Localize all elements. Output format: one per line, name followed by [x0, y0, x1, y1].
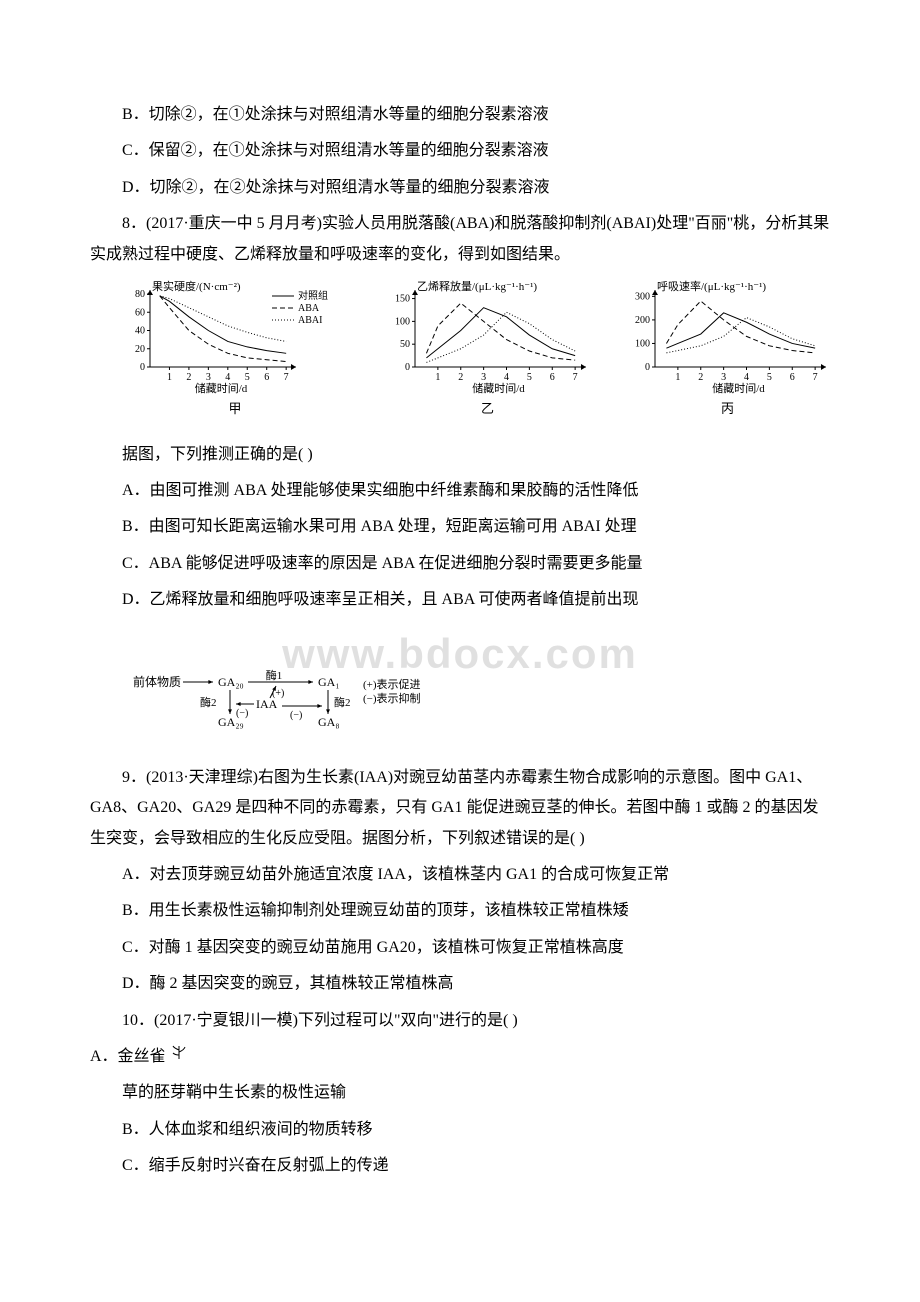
svg-text:4: 4 [225, 372, 230, 383]
svg-text:4: 4 [744, 372, 749, 383]
svg-text:储藏时间/d: 储藏时间/d [195, 381, 248, 395]
svg-text:(−): (−) [290, 710, 302, 721]
svg-text:2: 2 [458, 372, 463, 383]
svg-text:100: 100 [635, 338, 650, 349]
svg-text:(+): (+) [272, 688, 284, 699]
svg-text:1: 1 [675, 372, 680, 383]
q9-stem: 9．(2013·天津理综)右图为生长素(IAA)对豌豆幼苗茎内赤霉素生物合成影响… [90, 763, 830, 854]
svg-text:20: 20 [135, 344, 145, 355]
svg-text:0: 0 [140, 362, 145, 373]
option-c-prev: C．保留②，在①处涂抹与对照组清水等量的细胞分裂素溶液 [90, 136, 830, 166]
svg-text:60: 60 [135, 307, 145, 318]
svg-text:80: 80 [135, 289, 145, 300]
svg-text:GA₂₀: GA₂₀ [218, 675, 244, 689]
svg-text:(−): (−) [236, 708, 248, 719]
svg-text:7: 7 [284, 372, 289, 383]
q9-a: A．对去顶芽豌豆幼苗外施适宜浓度 IAA，该植株茎内 GA1 的合成可恢复正常 [90, 860, 830, 890]
option-b-prev: B．切除②，在①处涂抹与对照组清水等量的细胞分裂素溶液 [90, 100, 830, 130]
svg-text:5: 5 [527, 372, 532, 383]
svg-text:0: 0 [645, 362, 650, 373]
svg-text:(−)表示抑制: (−)表示抑制 [363, 691, 421, 705]
svg-text:ABA: ABA [298, 303, 320, 314]
svg-text:7: 7 [573, 372, 578, 383]
svg-text:2: 2 [186, 372, 191, 383]
svg-text:5: 5 [245, 372, 250, 383]
chart-jia-svg: 0204060801234567果实硬度/(N·cm⁻²)储藏时间/d对照组AB… [120, 280, 350, 395]
svg-text:呼吸速率/(μL·kg⁻¹·h⁻¹): 呼吸速率/(μL·kg⁻¹·h⁻¹) [657, 280, 766, 293]
q10-a-line: A．金丝雀 [90, 1042, 830, 1073]
svg-text:酶2: 酶2 [200, 696, 217, 709]
svg-text:IAA: IAA [256, 697, 278, 711]
chart-bing: 0 100 200 300 1 2 3 4 5 6 7 呼吸速率/(μL·kg⁻¹·h⁻¹) 储藏时间/… [625, 280, 830, 422]
chart-yi-label: 乙 [481, 397, 494, 422]
q8-b: B．由图可知长距离运输水果可用 ABA 处理，短距离运输可用 ABAI 处理 [90, 512, 830, 542]
q8-charts: 0204060801234567果实硬度/(N·cm⁻²)储藏时间/d对照组AB… [90, 280, 830, 422]
q8-d: D．乙烯释放量和细胞呼吸速率呈正相关，且 ABA 可使两者峰值提前出现 [90, 585, 830, 615]
q8-c: C．ABA 能够促进呼吸速率的原因是 ABA 在促进细胞分裂时需要更多能量 [90, 549, 830, 579]
svg-text:3: 3 [721, 372, 726, 383]
svg-text:6: 6 [550, 372, 555, 383]
chart-yi-svg: 0 50 100 150 1 2 3 4 5 6 7 乙烯释放量/(μL·kg⁻¹·h⁻¹) 储藏时间/… [385, 280, 590, 395]
svg-text:0: 0 [405, 362, 410, 373]
svg-text:1: 1 [435, 372, 440, 383]
svg-text:5: 5 [767, 372, 772, 383]
svg-text:4: 4 [504, 372, 509, 383]
svg-text:3: 3 [206, 372, 211, 383]
q9-d: D．酶 2 基因突变的豌豆，其植株较正常植株高 [90, 969, 830, 999]
svg-text:200: 200 [635, 315, 650, 326]
svg-text:1: 1 [167, 372, 172, 383]
q10-stem: 10．(2017·宁夏银川一模)下列过程可以"双向"进行的是( ) [90, 1006, 830, 1036]
svg-text:酶2: 酶2 [334, 696, 351, 709]
q9-c: C．对酶 1 基因突变的豌豆幼苗施用 GA20，该植株可恢复正常植株高度 [90, 933, 830, 963]
svg-text:2: 2 [698, 372, 703, 383]
svg-text:乙烯释放量/(μL·kg⁻¹·h⁻¹): 乙烯释放量/(μL·kg⁻¹·h⁻¹) [417, 280, 537, 293]
svg-text:6: 6 [264, 372, 269, 383]
svg-text:酶1: 酶1 [266, 669, 283, 682]
q9-diagram-svg: 前体物质GA₂₀酶1GA₁酶2酶2GA₂₉GA₈IAA(+)(−)(−)(+)表… [128, 667, 458, 737]
svg-text:40: 40 [135, 325, 145, 336]
chart-jia: 0204060801234567果实硬度/(N·cm⁻²)储藏时间/d对照组AB… [120, 280, 350, 422]
chart-jia-label: 甲 [228, 397, 241, 422]
chart-bing-label: 丙 [721, 397, 734, 422]
svg-text:3: 3 [481, 372, 486, 383]
svg-text:果实硬度/(N·cm⁻²): 果实硬度/(N·cm⁻²) [152, 280, 241, 293]
q8-stem: 8．(2017·重庆一中 5 月月考)实验人员用脱落酸(ABA)和脱落酸抑制剂(… [90, 209, 830, 270]
svg-text:(+)表示促进: (+)表示促进 [363, 677, 421, 691]
svg-text:对照组: 对照组 [298, 289, 328, 302]
q8-post: 据图，下列推测正确的是( ) [90, 440, 830, 470]
q10-b: B．人体血浆和组织液间的物质转移 [90, 1115, 830, 1145]
svg-text:储藏时间/d: 储藏时间/d [472, 381, 525, 395]
q10-a-pre: A．金丝雀 [90, 1048, 166, 1065]
chart-bing-svg: 0 100 200 300 1 2 3 4 5 6 7 呼吸速率/(μL·kg⁻¹·h⁻¹) 储藏时间/… [625, 280, 830, 395]
q8-a: A．由图可推测 ABA 处理能够使果实细胞中纤维素酶和果胶酶的活性降低 [90, 476, 830, 506]
svg-text:300: 300 [635, 291, 650, 302]
svg-text:GA₁: GA₁ [318, 675, 340, 689]
q10-a-post: 草的胚芽鞘中生长素的极性运输 [90, 1078, 830, 1108]
q9-b: B．用生长素极性运输抑制剂处理豌豆幼苗的顶芽，该植株较正常植株矮 [90, 896, 830, 926]
svg-text:50: 50 [400, 339, 410, 350]
chart-yi: 0 50 100 150 1 2 3 4 5 6 7 乙烯释放量/(μL·kg⁻¹·h⁻¹) 储藏时间/… [385, 280, 590, 422]
svg-text:6: 6 [790, 372, 795, 383]
svg-text:7: 7 [813, 372, 818, 383]
plant-icon [170, 1042, 188, 1072]
svg-text:ABAI: ABAI [298, 315, 322, 326]
option-d-prev: D．切除②，在②处涂抹与对照组清水等量的细胞分裂素溶液 [90, 173, 830, 203]
svg-text:前体物质: 前体物质 [133, 674, 181, 689]
svg-text:GA₈: GA₈ [318, 715, 340, 729]
svg-text:150: 150 [395, 294, 410, 305]
q10-c: C．缩手反射时兴奋在反射弧上的传递 [90, 1151, 830, 1181]
q9-diagram: 前体物质GA₂₀酶1GA₁酶2酶2GA₂₉GA₈IAA(+)(−)(−)(+)表… [128, 667, 830, 748]
svg-text:100: 100 [395, 316, 410, 327]
svg-text:储藏时间/d: 储藏时间/d [712, 381, 765, 395]
